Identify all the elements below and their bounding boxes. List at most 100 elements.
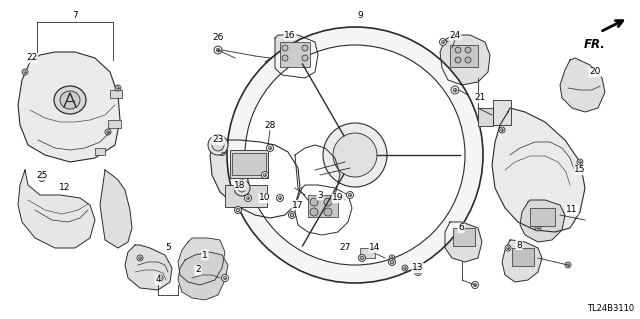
Circle shape	[262, 172, 269, 179]
Circle shape	[212, 139, 224, 151]
Circle shape	[442, 41, 445, 44]
Circle shape	[218, 149, 225, 155]
Circle shape	[234, 206, 241, 213]
Text: 26: 26	[212, 33, 224, 42]
Circle shape	[115, 85, 121, 91]
Circle shape	[390, 257, 394, 259]
Circle shape	[402, 265, 408, 271]
Polygon shape	[560, 58, 605, 112]
Circle shape	[139, 257, 141, 259]
Ellipse shape	[323, 123, 387, 187]
Circle shape	[416, 270, 420, 274]
Circle shape	[404, 267, 406, 269]
Circle shape	[310, 208, 318, 216]
Circle shape	[348, 193, 351, 197]
Bar	[232, 153, 266, 175]
Circle shape	[268, 146, 271, 150]
Polygon shape	[445, 222, 482, 262]
Circle shape	[505, 245, 511, 251]
Circle shape	[302, 55, 308, 61]
Polygon shape	[520, 200, 565, 242]
Bar	[230, 150, 268, 178]
Text: 5: 5	[165, 243, 171, 253]
Bar	[95, 148, 105, 155]
Ellipse shape	[60, 91, 80, 109]
Circle shape	[22, 69, 28, 75]
Text: 23: 23	[212, 136, 224, 145]
Text: FR.: FR.	[584, 38, 606, 51]
Circle shape	[507, 247, 509, 249]
Circle shape	[264, 174, 267, 177]
Circle shape	[157, 275, 163, 281]
Circle shape	[137, 255, 143, 261]
Polygon shape	[440, 35, 490, 85]
Bar	[360, 248, 375, 258]
Circle shape	[159, 277, 161, 279]
Polygon shape	[210, 140, 300, 218]
Bar	[512, 248, 534, 266]
Circle shape	[360, 256, 364, 260]
Circle shape	[291, 213, 294, 217]
Polygon shape	[295, 145, 340, 205]
Text: TL24B3110: TL24B3110	[587, 304, 634, 313]
Text: 3: 3	[317, 190, 323, 199]
Polygon shape	[18, 170, 95, 248]
Polygon shape	[125, 245, 172, 290]
Text: 7: 7	[72, 11, 78, 20]
Circle shape	[324, 198, 332, 206]
Circle shape	[223, 277, 227, 279]
Bar	[308, 195, 338, 217]
Circle shape	[238, 184, 246, 192]
Bar	[108, 120, 121, 128]
Polygon shape	[178, 238, 225, 285]
Circle shape	[499, 127, 505, 133]
Text: 11: 11	[566, 205, 578, 214]
Polygon shape	[18, 52, 120, 162]
Text: 28: 28	[264, 121, 276, 130]
Circle shape	[244, 195, 252, 202]
Circle shape	[565, 262, 571, 268]
Text: 17: 17	[292, 201, 304, 210]
Text: 12: 12	[60, 183, 70, 192]
Circle shape	[266, 145, 273, 152]
Circle shape	[116, 87, 119, 89]
Text: 14: 14	[369, 243, 381, 253]
Circle shape	[289, 211, 296, 219]
Text: 2: 2	[195, 265, 201, 275]
Circle shape	[346, 191, 353, 198]
Text: 1: 1	[202, 250, 208, 259]
Bar	[453, 228, 475, 246]
Circle shape	[216, 48, 220, 52]
Polygon shape	[492, 108, 585, 232]
Circle shape	[455, 57, 461, 63]
Bar	[280, 42, 310, 67]
Circle shape	[537, 227, 540, 229]
Circle shape	[282, 45, 288, 51]
Circle shape	[24, 70, 26, 73]
Bar	[110, 90, 122, 98]
Ellipse shape	[54, 86, 86, 114]
Text: 20: 20	[589, 68, 601, 77]
Polygon shape	[275, 35, 318, 78]
Bar	[530, 208, 555, 226]
Circle shape	[535, 225, 541, 231]
Circle shape	[107, 131, 109, 133]
Text: 25: 25	[36, 170, 48, 180]
Text: 22: 22	[26, 54, 38, 63]
Circle shape	[566, 263, 570, 266]
Circle shape	[234, 180, 250, 196]
Circle shape	[208, 135, 228, 155]
Text: 13: 13	[412, 263, 424, 272]
Polygon shape	[178, 252, 228, 300]
Circle shape	[390, 260, 394, 264]
Polygon shape	[100, 170, 132, 248]
Polygon shape	[295, 185, 352, 235]
Text: 24: 24	[449, 31, 461, 40]
Circle shape	[388, 258, 396, 265]
Circle shape	[214, 46, 222, 54]
Circle shape	[40, 176, 44, 180]
Circle shape	[221, 275, 228, 281]
Text: 4: 4	[155, 276, 161, 285]
Text: 21: 21	[474, 93, 486, 102]
Bar	[450, 45, 478, 67]
